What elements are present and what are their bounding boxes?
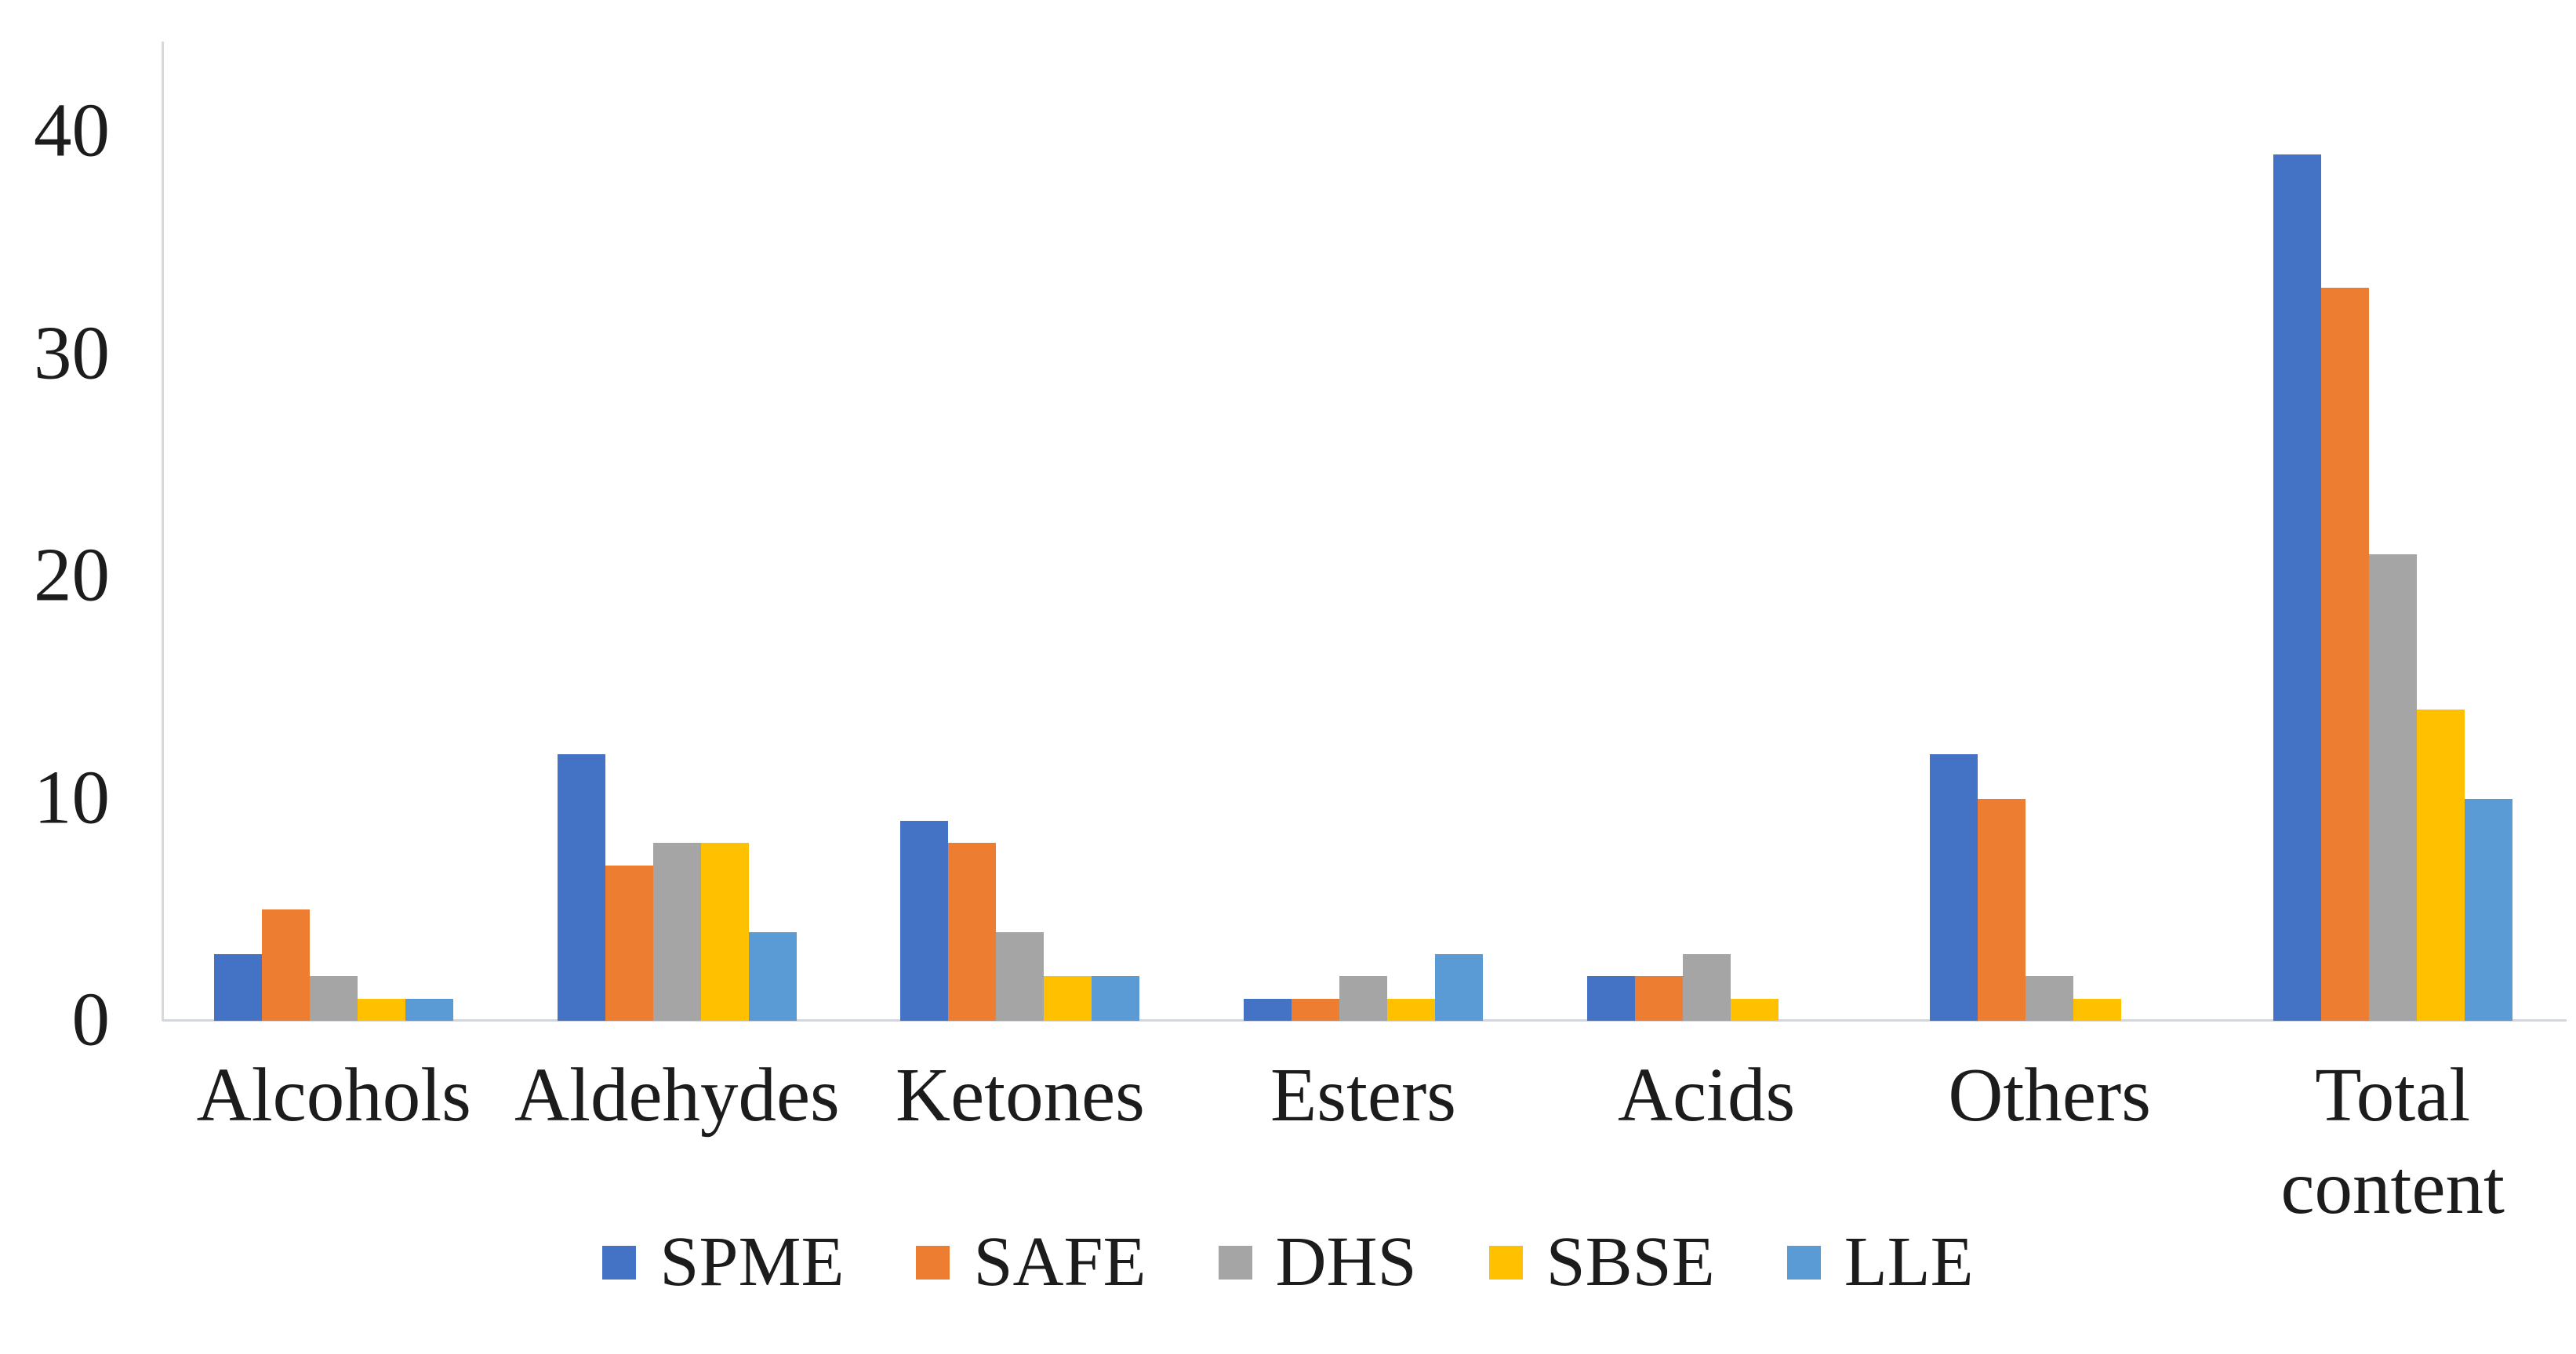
bar-dhs-alcohols <box>310 976 358 1021</box>
legend-swatch-sbse <box>1488 1245 1523 1280</box>
bar-group-acids <box>1535 43 1878 1021</box>
category-label-others: Others <box>1948 1053 2151 1137</box>
bar-spme-aldehydes <box>557 754 605 1021</box>
bar-group-total-content <box>2221 43 2564 1021</box>
bar-spme-total-content <box>2273 154 2321 1021</box>
bar-sbse-esters <box>1387 999 1436 1021</box>
bar-dhs-ketones <box>996 932 1045 1021</box>
bar-dhs-total-content <box>2368 554 2417 1021</box>
bar-sbse-acids <box>1730 999 1778 1021</box>
bar-safe-esters <box>1292 999 1340 1021</box>
category-label-ketones: Ketones <box>896 1053 1145 1137</box>
bar-sbse-others <box>2073 999 2122 1021</box>
legend-item-safe: SAFE <box>916 1227 1146 1298</box>
bar-group-esters <box>1192 43 1535 1021</box>
category-label-alcohols: Alcohols <box>196 1053 471 1137</box>
legend-item-lle: LLE <box>1786 1223 1974 1301</box>
y-tick-label-30: 30 <box>34 310 110 395</box>
bar-group-others <box>1878 43 2222 1021</box>
category-label-total-content: Total content <box>2280 1053 2505 1230</box>
legend-item-spme: SPME <box>602 1227 844 1298</box>
legend-label-spme: SPME <box>659 1223 845 1301</box>
legend-label-sbse: SBSE <box>1546 1223 1715 1301</box>
bar-dhs-others <box>2026 976 2074 1021</box>
bar-group-alcohols <box>162 43 506 1021</box>
bar-safe-aldehydes <box>605 866 653 1021</box>
legend-swatch-lle <box>1786 1245 1821 1280</box>
legend-label-lle: LLE <box>1844 1223 1974 1301</box>
bar-sbse-aldehydes <box>700 843 749 1021</box>
bar-group-aldehydes <box>506 43 849 1021</box>
bar-safe-alcohols <box>262 909 311 1021</box>
legend-label-safe: SAFE <box>973 1223 1146 1301</box>
y-tick-label-0: 0 <box>71 977 111 1062</box>
category-label-acids: Acids <box>1617 1053 1796 1137</box>
legend: SPME SAFE DHS SBSE LLE <box>0 1227 2576 1298</box>
bar-lle-aldehydes <box>748 932 797 1021</box>
bar-safe-others <box>1978 799 2026 1021</box>
bar-spme-acids <box>1586 976 1635 1021</box>
bar-spme-alcohols <box>214 954 263 1021</box>
bar-group-ketones <box>848 43 1192 1021</box>
bar-sbse-alcohols <box>358 999 406 1021</box>
bar-safe-total-content <box>2320 288 2369 1021</box>
bar-spme-esters <box>1244 999 1292 1021</box>
legend-swatch-dhs <box>1218 1245 1252 1280</box>
legend-swatch-safe <box>916 1245 950 1280</box>
bar-sbse-ketones <box>1044 976 1092 1021</box>
legend-swatch-spme <box>602 1245 637 1280</box>
plot-area <box>162 43 2564 1021</box>
bar-lle-alcohols <box>405 999 454 1021</box>
legend-label-dhs: DHS <box>1275 1223 1417 1301</box>
bar-spme-others <box>1930 754 1978 1021</box>
legend-item-dhs: DHS <box>1218 1223 1417 1301</box>
y-axis-line <box>162 42 164 1021</box>
bar-lle-total-content <box>2464 799 2512 1021</box>
y-tick-label-40: 40 <box>34 88 110 172</box>
category-label-aldehydes: Aldehydes <box>514 1053 840 1137</box>
bar-dhs-acids <box>1682 954 1731 1021</box>
category-label-esters: Esters <box>1270 1053 1457 1137</box>
bar-lle-esters <box>1435 954 1484 1021</box>
legend-item-sbse: SBSE <box>1488 1223 1715 1301</box>
bar-lle-ketones <box>1092 976 1140 1021</box>
bar-spme-ketones <box>900 821 949 1021</box>
y-tick-label-10: 10 <box>34 755 110 840</box>
bar-sbse-total-content <box>2416 710 2465 1021</box>
bar-dhs-aldehydes <box>652 843 701 1021</box>
x-axis-category-labels: Alcohols Aldehydes Ketones Esters Acids Other… <box>162 1049 2564 1235</box>
bar-safe-ketones <box>948 843 997 1021</box>
bar-dhs-esters <box>1339 976 1388 1021</box>
bar-safe-acids <box>1634 976 1683 1021</box>
y-tick-label-20: 20 <box>34 532 110 617</box>
